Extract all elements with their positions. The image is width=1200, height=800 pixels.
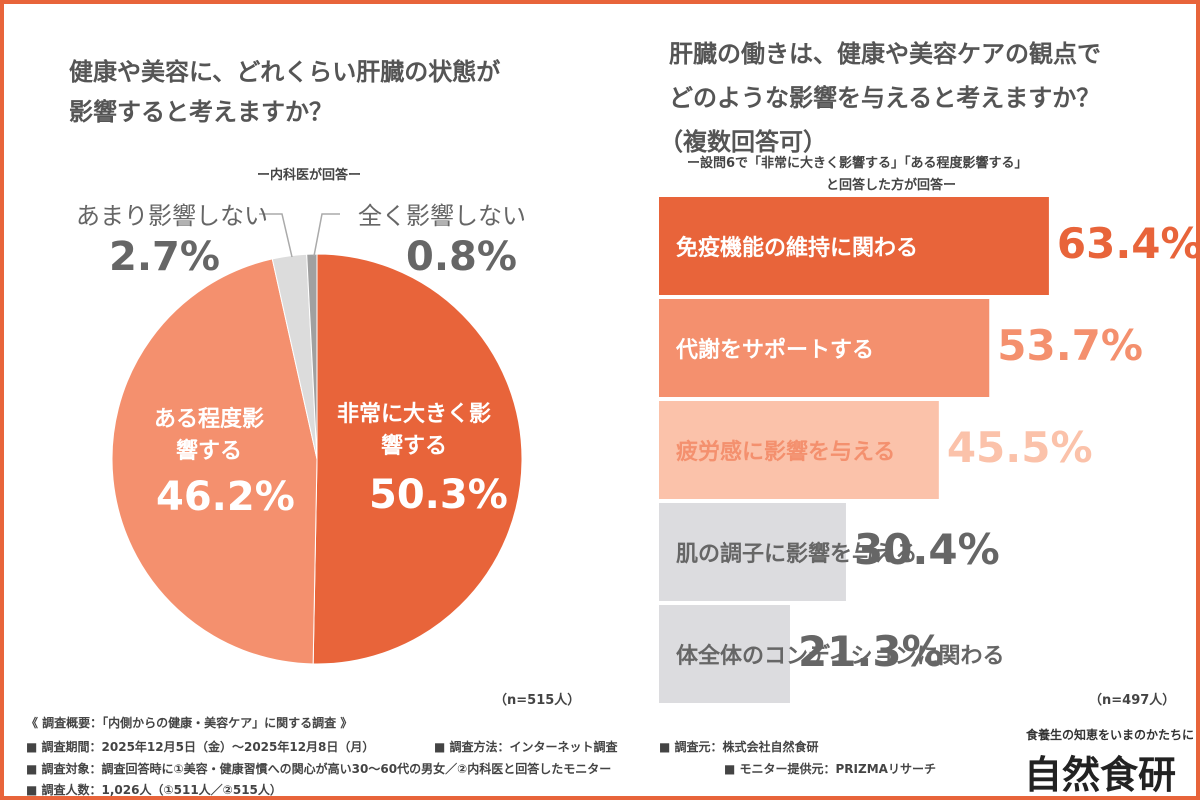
pie-slice (111, 258, 318, 665)
sample-note: （n=497人） (1089, 693, 1176, 708)
pie-value-label: 0.8% (406, 234, 517, 280)
footer-text: ■ 調査人数：1,026人（①511人／②515人） (26, 783, 282, 797)
footer-text: ■ 調査期間：2025年12月5日（金）～2025年12月8日（月） (26, 740, 375, 754)
bar (659, 605, 790, 703)
pie-label: ある程度影響する (154, 407, 265, 464)
chart-subtitle: ー内科医が回答ー (257, 168, 362, 183)
chart-canvas (111, 197, 1049, 703)
bar-value-label: 53.7% (997, 321, 1143, 370)
footer-text: ■ モニター提供元：PRIZMAリサーチ (724, 762, 936, 776)
footer-text: ■ 調査元：株式会社自然食研 (659, 740, 819, 754)
pie-value-label: 2.7% (109, 234, 220, 280)
pie-label: 全く影響しない (358, 202, 526, 230)
pie-label: 非常に大きく影響する (336, 402, 491, 459)
bar-label: 免疫機能の維持に関わる (676, 236, 919, 261)
bar (659, 503, 846, 601)
bar-value-label: 63.4% (1056, 219, 1200, 268)
chart-subtitle: と回答した方が回答ー (826, 178, 957, 193)
footer-text: ■ 調査方法：インターネット調査 (434, 740, 618, 754)
bar-label: 疲労感に影響を与える (676, 440, 896, 465)
pie-slice (312, 253, 523, 665)
leader-line (313, 213, 340, 257)
leader-line (259, 213, 293, 258)
bar-label: 代謝をサポートする (676, 338, 875, 363)
chart-title: どのような影響を与えると考えますか？ (669, 84, 1101, 112)
chart-title: 肝臓の働きは、健康や美容ケアの観点で (669, 40, 1101, 68)
chart-title: 影響すると考えますか？ (69, 98, 333, 126)
logo-tagline: 食養生の知恵をいまのかたちに (1026, 728, 1195, 742)
pie-label: あまり影響しない (76, 202, 268, 230)
sample-note: （n=515人） (494, 693, 581, 708)
bar-value-label: 45.5% (946, 423, 1093, 472)
chart-title: 健康や美容に、どれくらい肝臓の状態が (69, 58, 501, 86)
pie-value-label: 50.3% (369, 472, 508, 518)
logo-name: 自然食研 (1024, 753, 1177, 797)
bar-label: 体全体のコンディションに関わる (676, 644, 1005, 669)
chart-subtitle: ー設問6で「非常に大きく影響する」「ある程度影響する」 (687, 156, 1028, 171)
bar-value-label: 30.4% (853, 525, 1000, 574)
pie-value-label: 46.2% (156, 474, 295, 520)
bar-label: 肌の調子に影響を与える (676, 542, 918, 567)
footer-heading: 《 調査概要：「内側からの健康・美容ケア」に関する調査 》 (26, 716, 353, 730)
footer-text: ■ 調査対象：調査回答時に①美容・健康習慣への関心が高い30～60代の男女／②内… (26, 762, 612, 776)
bar (659, 197, 1049, 295)
pie-slice (306, 253, 318, 460)
bar (659, 401, 939, 499)
bar (659, 299, 990, 397)
chart-title: （複数回答可） (659, 128, 827, 156)
bar-value-label: 21.3% (797, 627, 944, 676)
